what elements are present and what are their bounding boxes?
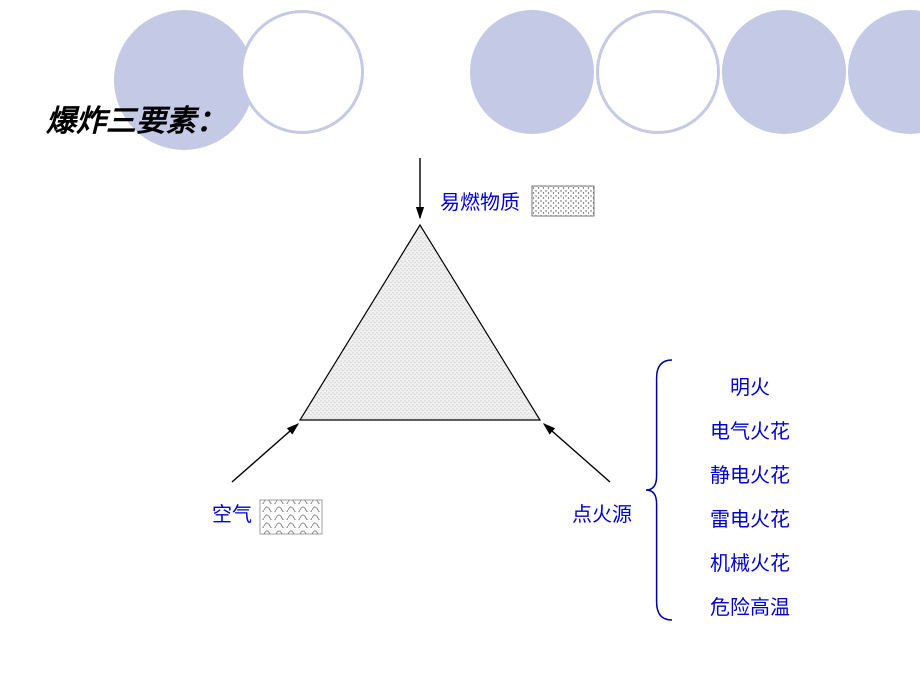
slide-canvas: 爆炸三要素： bbox=[0, 0, 920, 690]
ignition-label: 点火源 bbox=[572, 498, 632, 527]
air-swatch-icon bbox=[260, 500, 322, 534]
explosion-triangle bbox=[300, 225, 540, 420]
flammable-label: 易燃物质 bbox=[440, 186, 520, 215]
ignition-source-item: 电气火花 bbox=[690, 410, 810, 454]
ignition-source-item: 明火 bbox=[690, 366, 810, 410]
ignition-source-item: 机械火花 bbox=[690, 542, 810, 586]
arrow-left-icon bbox=[232, 424, 298, 482]
ignition-source-list: 明火电气火花静电火花雷电火花机械火花危险高温 bbox=[690, 366, 810, 630]
air-label: 空气 bbox=[212, 498, 252, 527]
brace-icon bbox=[646, 360, 672, 620]
ignition-source-item: 危险高温 bbox=[690, 586, 810, 630]
flammable-swatch-icon bbox=[532, 186, 594, 216]
ignition-source-item: 雷电火花 bbox=[690, 498, 810, 542]
ignition-source-item: 静电火花 bbox=[690, 454, 810, 498]
arrow-right-icon bbox=[544, 424, 610, 482]
